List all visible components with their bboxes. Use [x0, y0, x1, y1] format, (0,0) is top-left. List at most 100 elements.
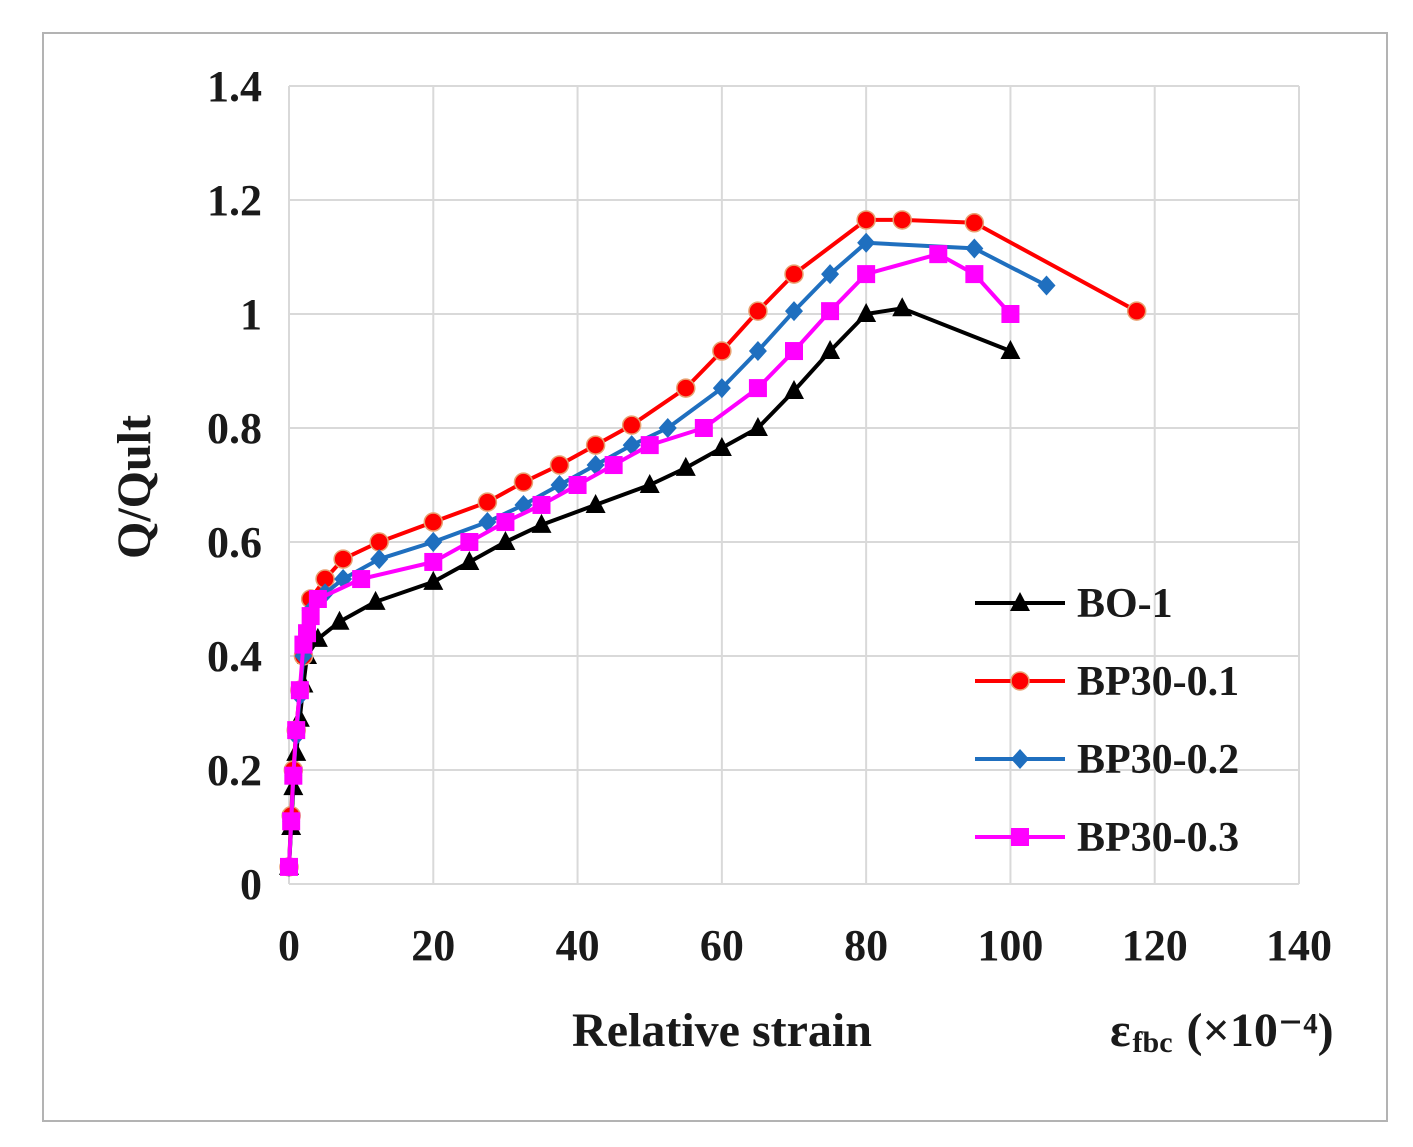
data-point — [423, 512, 444, 532]
data-point — [856, 303, 877, 322]
data-point — [460, 533, 479, 551]
y-axis: 0 0.2 0.4 0.6 0.8 1 1.2 1.4 — [207, 62, 262, 909]
legend-marker — [1010, 671, 1030, 691]
data-point — [785, 342, 803, 361]
data-point — [298, 624, 317, 643]
y-tick-label: 0.8 — [207, 404, 262, 453]
data-point — [423, 570, 444, 590]
data-point — [675, 456, 696, 476]
data-point — [568, 476, 587, 494]
data-point — [820, 340, 841, 360]
y-tick-label: 0.2 — [207, 746, 262, 795]
data-point — [369, 532, 389, 552]
legend-label: BO-1 — [1077, 581, 1173, 627]
data-point — [892, 297, 913, 317]
x-tick-label: 20 — [411, 921, 455, 970]
x-tick-label: 140 — [1266, 921, 1332, 970]
legend-marker — [1011, 828, 1029, 846]
y-tick-label: 0.4 — [207, 632, 262, 681]
data-point — [784, 264, 804, 284]
data-point — [965, 238, 984, 259]
data-point — [333, 549, 353, 569]
data-point — [964, 213, 985, 233]
data-point — [821, 302, 840, 321]
data-point — [365, 590, 386, 610]
legend: BO-1 BP30-0.1 BP30-0.2 BP30-0.3 — [975, 581, 1239, 861]
data-point — [284, 766, 303, 785]
series-group — [279, 210, 1147, 877]
data-point — [639, 474, 660, 493]
y-tick-label: 0 — [240, 860, 262, 909]
data-point — [748, 301, 768, 321]
data-point — [857, 265, 876, 284]
data-point — [478, 512, 497, 533]
data-point — [1037, 275, 1056, 296]
data-point — [676, 378, 696, 398]
data-point — [290, 681, 309, 700]
data-point — [459, 550, 480, 570]
legend-item-bo-1: BO-1 — [975, 581, 1173, 627]
data-point — [694, 419, 713, 437]
data-point — [513, 472, 534, 492]
series-line-bp30-0-2 — [287, 240, 1048, 867]
legend-item-bp30-0-3: BP30-0.3 — [975, 815, 1239, 861]
y-tick-label: 1.4 — [207, 62, 262, 111]
data-point — [550, 475, 569, 495]
data-point — [712, 341, 732, 361]
data-point — [531, 513, 552, 533]
data-point — [586, 455, 605, 476]
data-point — [495, 531, 516, 550]
data-point — [301, 607, 320, 626]
chart-frame — [42, 32, 1388, 1122]
data-point — [856, 210, 876, 230]
x-axis-title: Relative strain — [572, 1004, 872, 1057]
data-point — [821, 264, 840, 285]
data-point — [1126, 301, 1147, 321]
data-point — [621, 415, 642, 435]
data-point — [585, 435, 606, 455]
series-line-bp30-0-3 — [287, 252, 1012, 867]
y-axis-title: Q/Qult — [108, 415, 161, 559]
data-point — [424, 552, 443, 571]
data-point — [658, 418, 677, 438]
data-point — [370, 549, 389, 570]
data-point — [784, 379, 804, 399]
data-point — [604, 456, 623, 475]
series-bp30-0-3 — [280, 245, 1020, 876]
data-point — [308, 590, 327, 608]
data-point — [287, 721, 306, 740]
data-point — [785, 301, 803, 322]
series-bo-1 — [279, 297, 1021, 875]
data-point — [329, 610, 350, 630]
x-tick-label: 120 — [1122, 921, 1188, 970]
x-axis: 0 20 40 60 80 100 120 140 — [278, 921, 1332, 970]
y-tick-label: 1.2 — [207, 176, 262, 225]
x-unit-subscript: fbc — [1133, 1026, 1173, 1059]
data-point — [711, 436, 732, 456]
data-point — [585, 493, 606, 513]
data-point — [496, 513, 515, 532]
legend-item-bp30-0-1: BP30-0.1 — [975, 659, 1239, 705]
series-line-bo-1 — [287, 306, 1012, 868]
legend-label: BP30-0.3 — [1077, 815, 1239, 861]
data-point — [1000, 340, 1021, 360]
x-unit-symbol: ε — [1110, 1004, 1131, 1057]
data-point — [1001, 305, 1020, 323]
data-point — [282, 812, 301, 831]
x-axis-unit: εfbc (×10⁻⁴) — [1110, 1004, 1334, 1059]
x-tick-label: 0 — [278, 921, 300, 970]
legend-label: BP30-0.1 — [1077, 659, 1239, 705]
data-point — [622, 435, 641, 456]
x-unit-scale: (×10⁻⁴) — [1187, 1004, 1334, 1057]
legend-label: BP30-0.2 — [1077, 737, 1239, 783]
legend-marker — [1010, 592, 1030, 611]
y-tick-label: 1 — [240, 290, 262, 339]
data-point — [280, 857, 298, 876]
data-point — [640, 436, 659, 455]
data-point — [424, 532, 443, 552]
x-tick-label: 100 — [977, 921, 1043, 970]
data-point — [748, 379, 767, 398]
data-point — [549, 455, 570, 475]
data-point — [857, 232, 876, 253]
